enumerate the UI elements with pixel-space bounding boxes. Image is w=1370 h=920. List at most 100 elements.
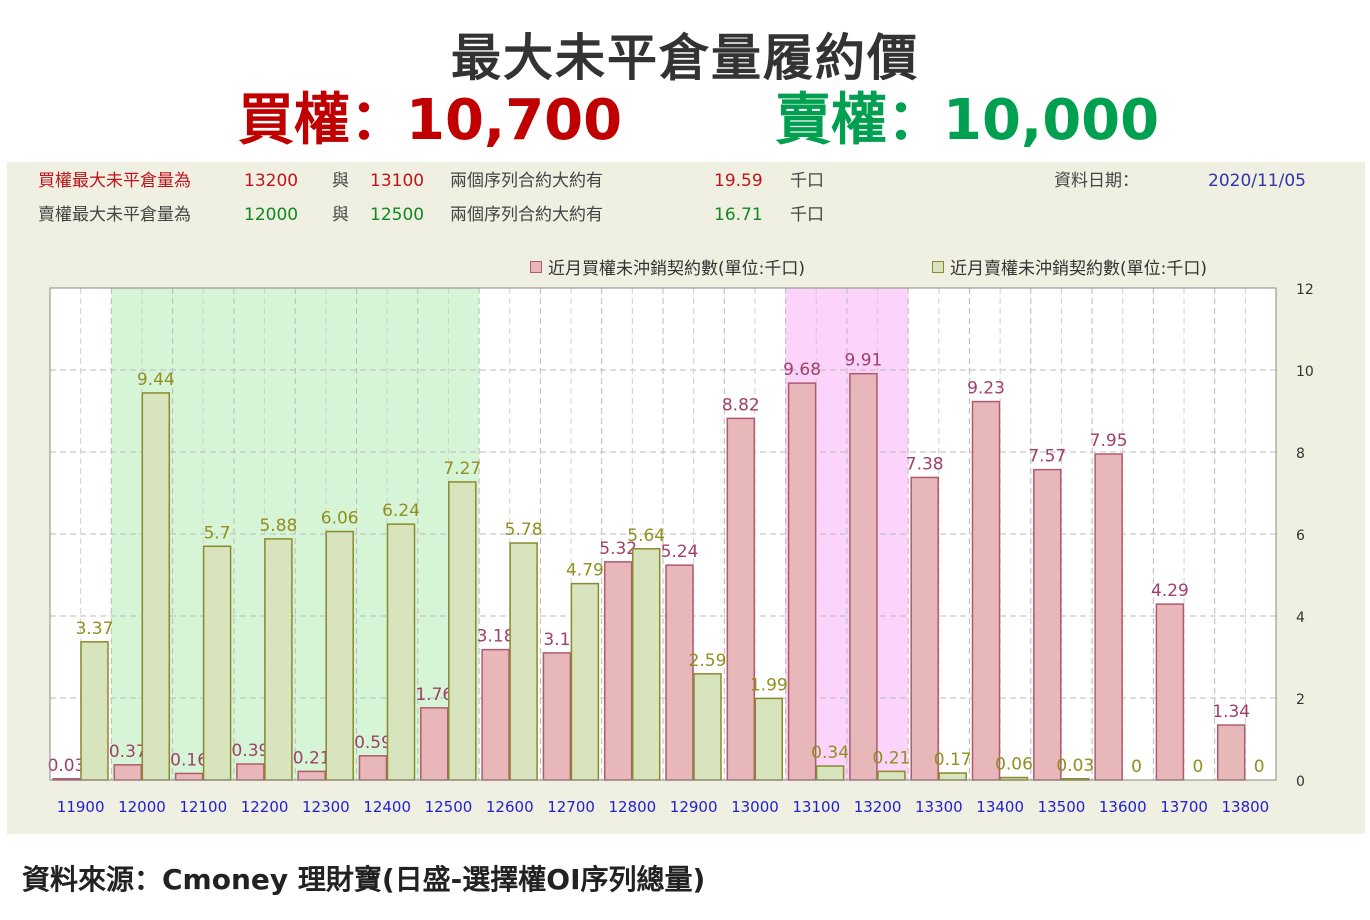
put-info-strike1: 12000	[244, 205, 299, 225]
call-bar	[1094, 453, 1123, 781]
x-tick-label: 13300	[915, 798, 963, 816]
call-value-label: 3.1	[543, 630, 570, 650]
call-info-conj: 與	[332, 171, 349, 191]
call-max-oi-headline: 買權：10,700	[238, 88, 623, 153]
put-bar	[264, 538, 293, 781]
call-bar	[910, 476, 939, 781]
call-value-label: 0.03	[48, 756, 86, 776]
y-tick-label: 8	[1296, 446, 1305, 462]
put-value-label: 9.44	[137, 370, 175, 390]
put-bar	[877, 770, 906, 781]
call-value-label: 7.38	[906, 454, 944, 474]
x-tick-label: 13500	[1038, 798, 1086, 816]
call-value-label: 1.76	[415, 685, 453, 705]
call-value-label: 3.18	[477, 627, 515, 647]
put-info-strike2: 12500	[370, 205, 425, 225]
x-tick-label: 13600	[1099, 798, 1147, 816]
y-tick-label: 2	[1296, 692, 1305, 708]
call-value-label: 4.29	[1151, 581, 1189, 601]
call-bar	[1155, 603, 1185, 781]
call-value-label: 5.24	[661, 542, 699, 562]
put-bar	[815, 765, 845, 781]
call-value-label: 9.68	[783, 360, 821, 380]
call-info-mid: 兩個序列合約大約有	[450, 171, 603, 191]
put-value-label: 6.24	[382, 501, 420, 521]
put-value-label: 5.78	[505, 520, 543, 540]
put-value-label: 5.88	[259, 516, 297, 536]
x-tick-label: 12800	[608, 798, 656, 816]
call-bar	[420, 707, 449, 781]
put-value-label: 0.03	[1056, 756, 1094, 776]
put-bar	[509, 542, 538, 781]
call-value-label: 7.57	[1028, 447, 1066, 467]
x-tick-label: 12900	[670, 798, 718, 816]
legend-put-label: 近月賣權未沖銷契約數(單位:千口)	[950, 259, 1207, 279]
put-value-label: 0	[1254, 757, 1265, 777]
call-bar	[1216, 724, 1246, 781]
put-value-label: 6.06	[321, 509, 359, 529]
put-value-label: 0.34	[811, 743, 849, 763]
call-bar	[113, 764, 143, 781]
put-info-unit: 千口	[790, 205, 824, 225]
put-value-label: 7.27	[443, 459, 481, 479]
call-bar	[542, 652, 572, 781]
x-tick-label: 13700	[1160, 798, 1208, 816]
put-bar	[938, 772, 967, 781]
put-bar	[754, 697, 784, 781]
put-bar	[631, 548, 661, 781]
x-tick-label: 12400	[363, 798, 411, 816]
legend-call-swatch	[530, 261, 542, 273]
put-value-label: 0.21	[872, 748, 910, 768]
call-value-label: 7.95	[1090, 431, 1128, 451]
x-tick-label: 12600	[486, 798, 534, 816]
call-bar	[481, 648, 510, 781]
x-tick-label: 11900	[57, 798, 105, 816]
put-value-label: 0	[1192, 757, 1203, 777]
x-tick-label: 13800	[1221, 798, 1269, 816]
call-info-amount: 19.59	[714, 171, 763, 191]
put-value-label: 0.06	[995, 755, 1033, 775]
x-tick-label: 12700	[547, 798, 595, 816]
y-tick-label: 0	[1296, 774, 1305, 790]
call-bar	[358, 755, 388, 781]
data-source: 資料來源：Cmoney 理財寶(日盛-選擇權OI序列總量)	[22, 863, 706, 896]
x-tick-label: 13200	[854, 798, 902, 816]
y-tick-label: 10	[1296, 364, 1314, 380]
page-title: 最大未平倉量履約價	[451, 29, 919, 87]
put-value-label: 4.79	[566, 561, 604, 581]
put-info-mid: 兩個序列合約大約有	[450, 205, 603, 225]
put-info-prefix: 賣權最大未平倉量為	[38, 205, 191, 225]
call-bar	[297, 770, 326, 781]
x-tick-label: 12200	[241, 798, 289, 816]
put-value-label: 0	[1131, 757, 1142, 777]
put-bar	[693, 673, 722, 781]
call-bar	[665, 564, 694, 781]
call-value-label: 0.59	[354, 733, 392, 753]
call-info-strike1: 13200	[244, 171, 299, 191]
put-bar	[141, 392, 171, 781]
call-bar	[787, 382, 817, 781]
x-tick-label: 13100	[792, 798, 840, 816]
plot-border	[49, 287, 1277, 781]
x-tick-label: 12300	[302, 798, 350, 816]
put-bar	[386, 523, 416, 781]
call-info-unit: 千口	[790, 171, 824, 191]
date-label: 資料日期：	[1054, 171, 1139, 191]
call-value-label: 0.16	[170, 750, 208, 770]
put-value-label: 3.37	[76, 619, 114, 639]
y-tick-label: 6	[1296, 528, 1305, 544]
put-value-label: 5.64	[627, 526, 665, 546]
x-tick-label: 12500	[425, 798, 473, 816]
call-info-prefix: 買權最大未平倉量為	[38, 171, 191, 191]
call-bar	[849, 372, 878, 781]
legend-call-label: 近月買權未沖銷契約數(單位:千口)	[548, 259, 805, 279]
call-bar	[971, 400, 1001, 781]
put-value-label: 2.59	[689, 651, 727, 671]
call-value-label: 8.82	[722, 395, 760, 415]
put-info-conj: 與	[332, 205, 349, 225]
date-value: 2020/11/05	[1208, 171, 1306, 191]
put-bar	[570, 582, 600, 781]
call-bar	[603, 561, 633, 781]
call-value-label: 9.91	[844, 351, 882, 371]
